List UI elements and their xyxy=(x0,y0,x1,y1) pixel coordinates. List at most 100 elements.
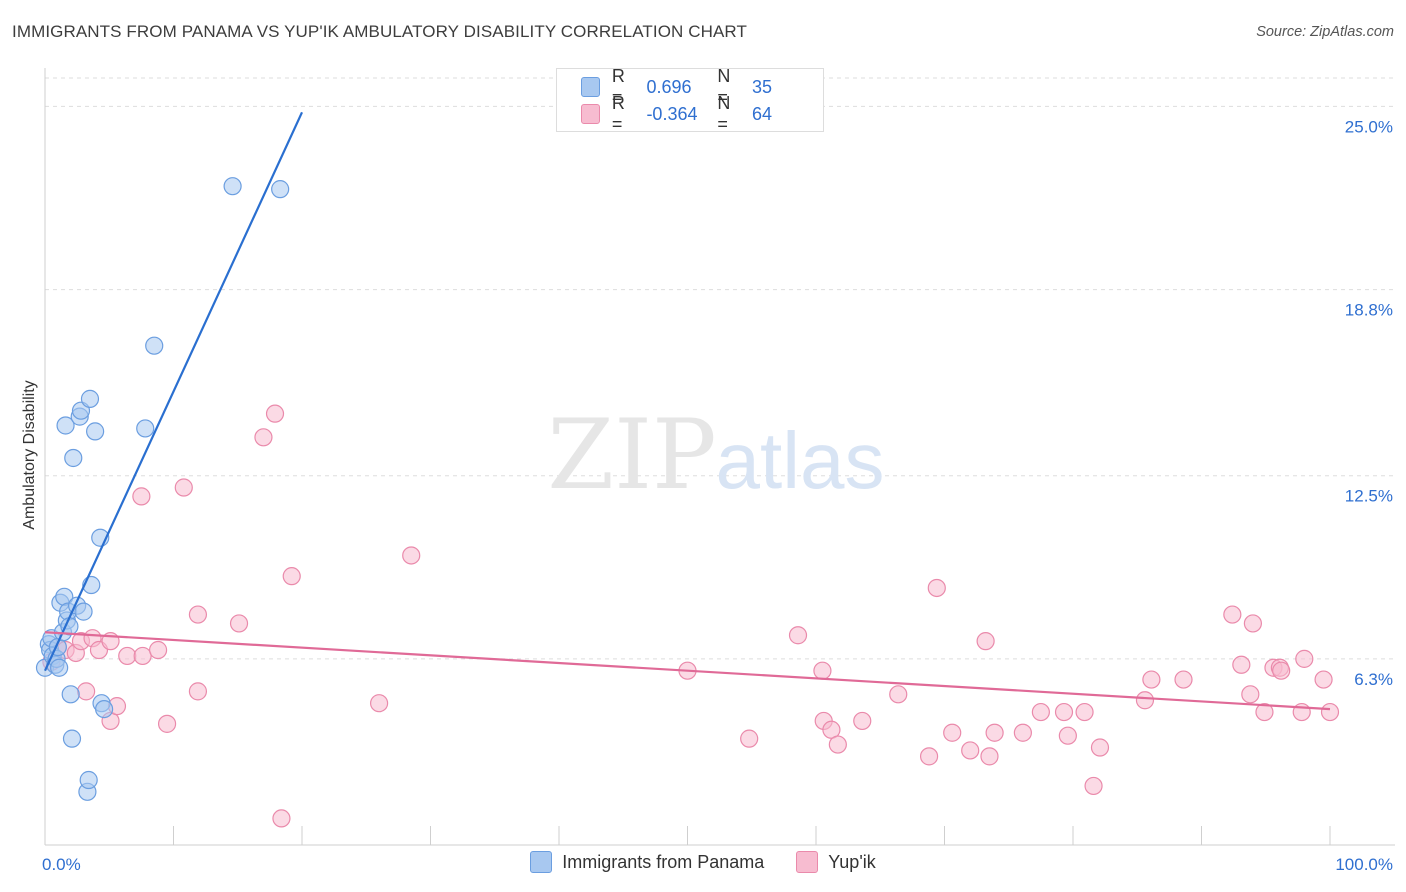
y-tick-label: 6.3% xyxy=(1354,670,1393,689)
watermark: ZIP atlas xyxy=(547,399,884,511)
watermark-zip: ZIP xyxy=(547,399,716,511)
legend-label-yupik: Yup'ik xyxy=(828,851,876,872)
yupik-point xyxy=(1135,691,1155,710)
panama-swatch xyxy=(581,77,600,97)
yupik-point xyxy=(1013,723,1032,742)
yupik-point xyxy=(828,735,847,754)
yupik-point xyxy=(157,714,177,733)
yupik-point xyxy=(980,747,999,766)
x-tick-label: 100.0% xyxy=(1335,855,1393,874)
yupik-point xyxy=(188,605,208,624)
x-tick-label: 0.0% xyxy=(42,855,81,874)
yupik-point xyxy=(1090,738,1110,757)
yupik-trend-line xyxy=(44,631,1331,711)
panama-point xyxy=(95,699,114,719)
yupik-point xyxy=(1255,702,1274,722)
yupik-point xyxy=(370,694,389,713)
yupik-point xyxy=(132,487,151,506)
data-points xyxy=(35,177,1340,828)
gridlines xyxy=(45,77,1395,660)
yupik-point xyxy=(282,567,301,586)
panama-point xyxy=(50,658,69,677)
yupik-point xyxy=(229,614,249,633)
yupik-point xyxy=(976,632,995,651)
trend-lines xyxy=(44,111,1331,711)
yupik-point xyxy=(985,723,1004,742)
yupik-swatch xyxy=(796,851,819,873)
yupik-point xyxy=(1054,702,1074,722)
yupik-point xyxy=(740,729,759,748)
r-value: 0.696 xyxy=(646,76,692,97)
yupik-point xyxy=(927,578,946,598)
panama-point xyxy=(56,416,75,435)
stats-legend: R = 0.696 N = 35 R = -0.364 N = 64 xyxy=(556,66,824,134)
yupik-point xyxy=(1314,670,1333,689)
n-label: N = xyxy=(717,66,731,107)
panama-swatch xyxy=(530,851,553,873)
yupik-point xyxy=(943,723,962,742)
yupik-point xyxy=(118,646,137,666)
yupik-point xyxy=(1241,685,1260,704)
panama-point xyxy=(136,419,155,438)
legend-label-panama: Immigrants from Panama xyxy=(562,851,765,872)
series-legend: Immigrants from Panama Yup'ik xyxy=(0,851,1406,873)
chart-title: IMMIGRANTS FROM PANAMA VS YUP'IK AMBULAT… xyxy=(12,22,747,41)
yupik-point xyxy=(148,640,168,660)
yupik-point xyxy=(254,428,273,447)
y-tick-label: 12.5% xyxy=(1345,487,1393,506)
y-tick-label: 25.0% xyxy=(1345,117,1393,136)
panama-point xyxy=(64,448,83,468)
panama-point xyxy=(86,422,105,441)
yupik-point xyxy=(1031,702,1050,722)
yupik-point xyxy=(961,741,980,760)
panama-point xyxy=(223,177,242,196)
panama-point xyxy=(74,602,93,621)
yupik-point xyxy=(919,747,939,766)
axes xyxy=(44,68,1395,846)
yupik-point xyxy=(1272,661,1291,680)
n-label: N = xyxy=(717,93,731,134)
legend-item-panama[interactable]: Immigrants from Panama xyxy=(530,851,764,873)
source-label: Source: ZipAtlas.com xyxy=(1256,24,1394,40)
panama-point xyxy=(80,389,100,408)
n-value: 64 xyxy=(752,103,773,124)
yupik-point xyxy=(1058,726,1077,745)
yupik-point xyxy=(1295,649,1314,668)
watermark-atlas: atlas xyxy=(716,416,885,505)
y-tick-label: 18.8% xyxy=(1345,301,1393,320)
panama-point xyxy=(61,685,80,704)
r-value: -0.364 xyxy=(646,103,698,124)
yupik-point xyxy=(1223,605,1242,624)
panama-trend-line xyxy=(44,111,303,672)
panama-point xyxy=(62,729,82,748)
tick-labels: 6.3% 12.5% 18.8% 25.0% 0.0% 100.0% xyxy=(42,117,1393,874)
yupik-point xyxy=(1075,702,1094,722)
yupik-point xyxy=(1084,776,1103,796)
yupik-point xyxy=(133,646,152,666)
yupik-point xyxy=(272,809,291,828)
yupik-point xyxy=(1243,614,1263,633)
r-label: R = xyxy=(611,66,625,107)
yupik-point xyxy=(1232,655,1251,674)
stats-row-panama: R = 0.696 N = 35 xyxy=(581,66,823,107)
yupik-point xyxy=(402,546,421,565)
panama-point xyxy=(79,770,98,790)
yupik-point xyxy=(174,478,193,497)
legend-item-yupik[interactable]: Yup'ik xyxy=(796,851,876,873)
yupik-point xyxy=(788,626,808,645)
yupik-point xyxy=(188,682,208,701)
yupik-point xyxy=(813,661,832,680)
r-label: R = xyxy=(611,93,625,134)
stats-row-yupik: R = -0.364 N = 64 xyxy=(581,93,823,134)
yupik-point xyxy=(1174,670,1193,689)
yupik-point xyxy=(1142,670,1161,689)
yupik-point xyxy=(265,404,285,423)
yupik-point xyxy=(77,682,96,701)
yupik-swatch xyxy=(581,104,600,124)
panama-point xyxy=(145,336,164,355)
yupik-point xyxy=(1320,702,1340,722)
n-value: 35 xyxy=(752,76,773,97)
yupik-point xyxy=(889,685,908,704)
yupik-point xyxy=(853,711,872,731)
